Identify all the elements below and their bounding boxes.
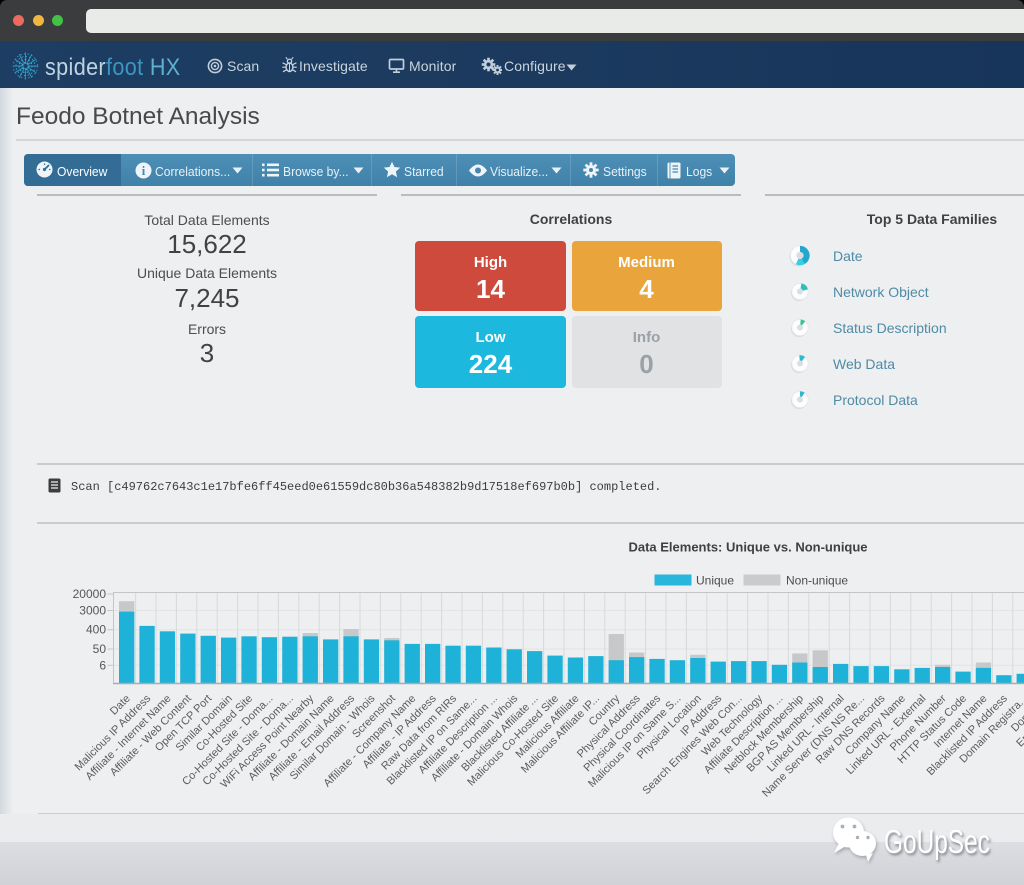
svg-text:i: i: [142, 164, 146, 178]
svg-text:400: 400: [86, 623, 106, 637]
svg-text:20000: 20000: [73, 587, 107, 601]
svg-text:Unique: Unique: [696, 574, 734, 588]
svg-text:Data Elements: Unique vs. Non-: Data Elements: Unique vs. Non-unique: [628, 540, 867, 555]
svg-text:3000: 3000: [79, 604, 106, 618]
svg-text:50: 50: [93, 642, 107, 656]
svg-text:Non-unique: Non-unique: [786, 574, 848, 588]
svg-text:6: 6: [99, 658, 106, 672]
